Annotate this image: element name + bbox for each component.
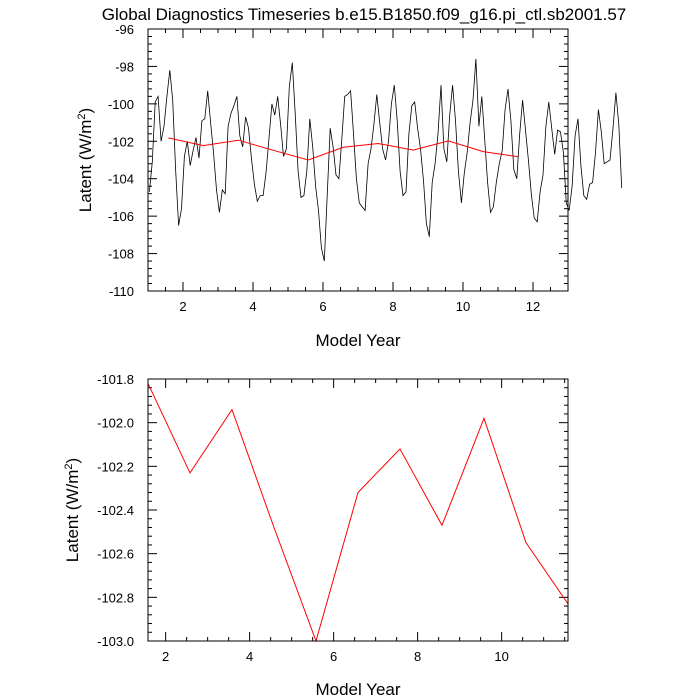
top-panel-y-tick-label: -96 — [115, 22, 134, 37]
top-panel-y-tick-label: -98 — [115, 59, 134, 74]
bottom-panel-y-tick-label: -103.0 — [97, 634, 134, 649]
bottom-panel-y-tick-label: -101.8 — [97, 372, 134, 387]
bottom-panel-x-tick-label: 8 — [414, 649, 421, 664]
top-panel-series — [149, 58, 623, 262]
bottom-panel-frame — [147, 378, 569, 642]
top-panel-y-tick-label: -100 — [108, 97, 134, 112]
bottom-panel-y-tick-label: -102.0 — [97, 416, 134, 431]
top-panel-x-tick-label: 4 — [249, 299, 256, 314]
top-panel-y-tick-label: -106 — [108, 209, 134, 224]
top-panel: 2 4 6 8 10 12 -110-108-106-104-102-100-98-96 … — [76, 22, 623, 350]
top-panel-x-tick-label: 2 — [179, 299, 186, 314]
bottom-panel-series — [147, 383, 569, 643]
bottom-panel-y-axis-label: Latent (W/m2) — [63, 458, 82, 562]
top-panel-x-tick-label: 6 — [319, 299, 326, 314]
bottom-panel: 2 4 6 8 10 -103.0-102.8-102.6-102.4-102.2-10… — [63, 372, 569, 699]
top-panel-y-tick-label: -104 — [108, 172, 134, 187]
bottom-panel-x-tick-label: 4 — [246, 649, 253, 664]
top-panel-x-axis-label: Model Year — [315, 331, 400, 350]
bottom-panel-ticks — [148, 378, 568, 642]
top-panel-frame — [147, 28, 569, 292]
bottom-panel-y-tick-label: -102.4 — [97, 503, 134, 518]
top-panel-series-monthly — [149, 58, 623, 262]
bottom-panel-y-tick-labels: -103.0 -102.8 -102.6 -102.4 -102.2 -102.0 -101… — [97, 372, 134, 649]
bottom-panel-x-tick-label: 2 — [162, 649, 169, 664]
top-panel-y-tick-label: -110 — [109, 284, 134, 299]
bottom-panel-x-tick-labels: 2 4 6 8 10 — [162, 649, 509, 664]
top-panel-x-tick-label: 10 — [456, 299, 470, 314]
bottom-panel-y-tick-label: -102.8 — [97, 590, 134, 605]
top-panel-ticks — [147, 28, 569, 292]
top-panel-y-tick-label: -108 — [108, 247, 134, 262]
chart-title: Global Diagnostics Timeseries b.e15.B185… — [102, 5, 627, 24]
top-panel-x-tick-labels: 2 4 6 8 10 12 — [179, 299, 540, 314]
bottom-panel-x-tick-label: 10 — [494, 649, 508, 664]
top-panel-y-tick-label: -102 — [108, 134, 134, 149]
top-panel-y-axis-label: Latent (W/m2) — [76, 108, 95, 212]
bottom-panel-y-tick-label: -102.2 — [97, 459, 134, 474]
top-panel-x-tick-label: 8 — [389, 299, 396, 314]
bottom-panel-y-tick-label: -102.6 — [97, 547, 134, 562]
top-panel-x-tick-label: 12 — [526, 299, 540, 314]
bottom-panel-series-annual — [147, 383, 569, 643]
top-panel-series-annual — [168, 137, 519, 161]
top-panel-y-tick-labels: -110 -108 -106 -104 -102 -100 -98 -96 — [108, 22, 134, 299]
bottom-panel-x-tick-label: 6 — [330, 649, 337, 664]
bottom-panel-x-axis-label: Model Year — [315, 680, 400, 699]
